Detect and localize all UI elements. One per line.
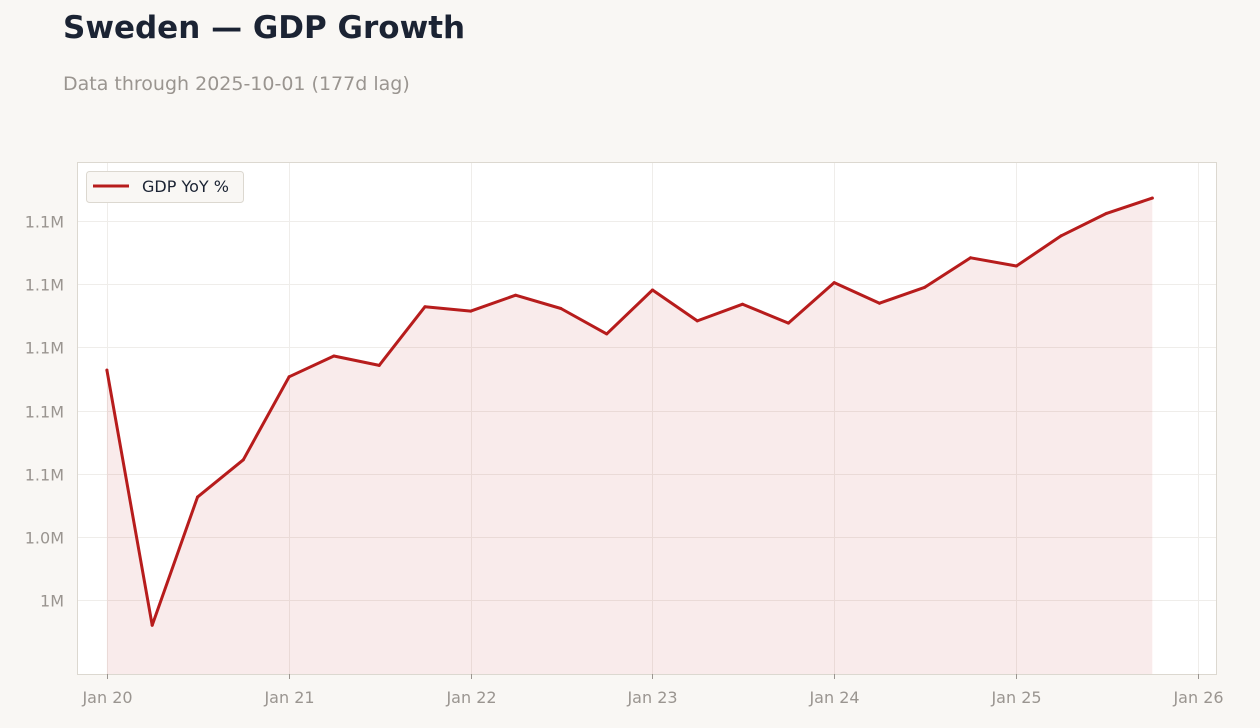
data-point — [196, 495, 199, 499]
y-tick-label: 1.0M — [25, 529, 64, 548]
data-point — [1150, 196, 1154, 200]
y-tick-label: 1.1M — [25, 276, 64, 295]
y-tick-label: 1M — [40, 592, 64, 611]
chart-title: Sweden — GDP Growth — [63, 10, 466, 46]
data-point — [969, 256, 973, 260]
data-point — [287, 375, 291, 379]
data-point — [1014, 264, 1018, 268]
data-point — [423, 305, 427, 309]
data-point — [1105, 211, 1108, 215]
x-tick-label: Jan 22 — [445, 688, 496, 707]
series-area — [106, 198, 1153, 674]
grid — [78, 163, 1216, 674]
x-tick-label: Jan 20 — [81, 688, 132, 707]
data-point — [605, 332, 609, 336]
y-axis: 1M 1.0M 1.1M 1.1M 1.1M 1.1M 1.1M — [25, 213, 64, 611]
legend-box — [86, 171, 244, 203]
x-tick-label: Jan 21 — [263, 688, 314, 707]
data-point — [786, 321, 790, 325]
data-point — [377, 363, 381, 367]
data-point — [651, 288, 654, 292]
y-tick-label: 1.1M — [25, 466, 64, 485]
data-point — [559, 307, 563, 310]
y-tick-label: 1.1M — [25, 213, 64, 232]
data-point — [741, 302, 745, 306]
y-tick-label: 1.1M — [25, 403, 64, 422]
legend: GDP YoY % — [86, 171, 244, 203]
data-point — [1059, 234, 1063, 238]
data-point — [469, 309, 473, 313]
data-point — [923, 285, 927, 289]
data-point — [695, 319, 699, 323]
data-point — [878, 301, 881, 305]
x-axis: Jan 20 Jan 21 Jan 22 Jan 23 Jan 24 Jan 25 Jan … — [81, 674, 1224, 707]
data-point — [832, 281, 836, 285]
chart-subtitle: Data through 2025-10-01 (177d lag) — [63, 73, 410, 95]
data-point — [332, 354, 336, 358]
data-point — [150, 623, 154, 627]
series-layer — [105, 196, 1154, 674]
data-point — [105, 368, 109, 372]
y-tick-label: 1.1M — [25, 339, 64, 358]
x-tick-label: Jan 26 — [1172, 688, 1223, 707]
data-point — [514, 293, 518, 297]
data-point — [241, 458, 245, 462]
x-tick-label: Jan 25 — [990, 688, 1041, 707]
x-tick-label: Jan 23 — [626, 688, 677, 707]
x-tick-label: Jan 24 — [808, 688, 859, 707]
series-line — [105, 196, 1154, 627]
legend-label: GDP YoY % — [142, 177, 229, 196]
